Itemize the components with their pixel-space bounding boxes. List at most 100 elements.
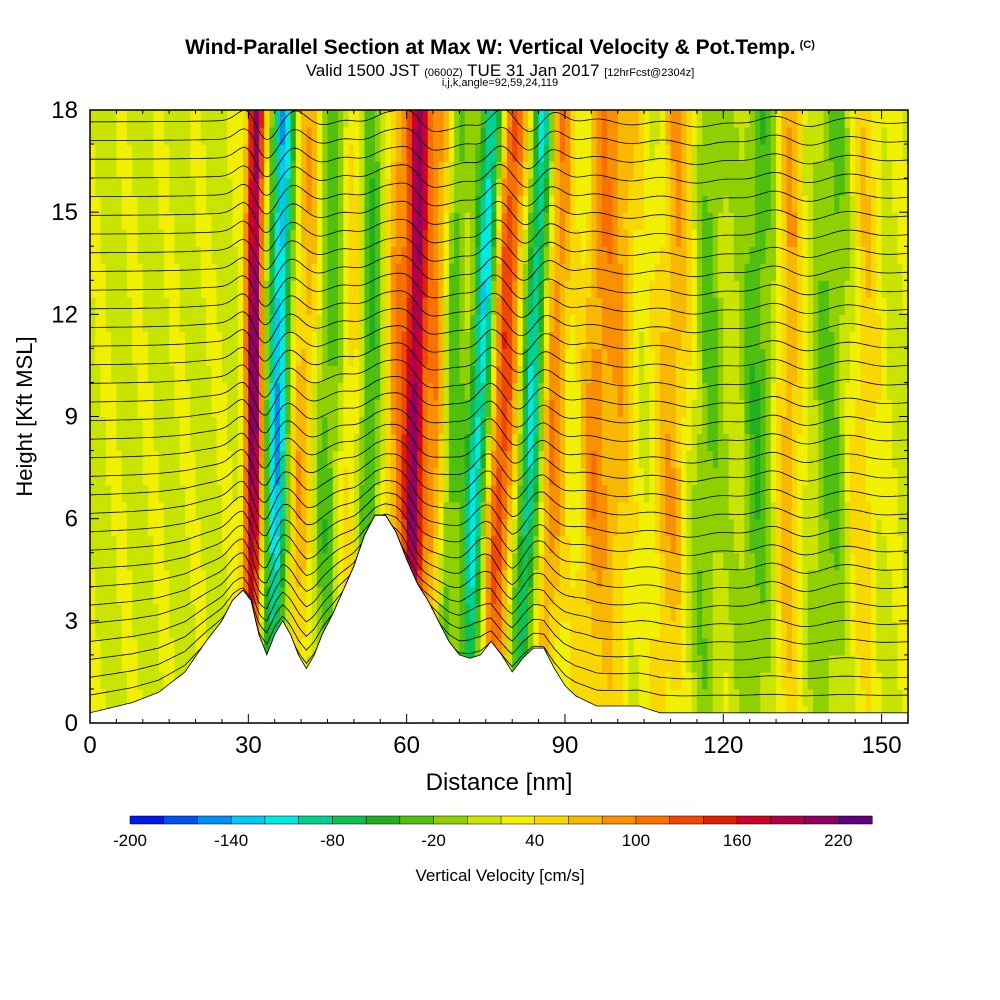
velocity-cell [760,246,767,264]
velocity-cell [174,195,181,213]
velocity-cell [496,416,503,435]
velocity-cell [248,552,255,571]
velocity-cell [871,365,877,384]
velocity-cell [723,348,730,367]
velocity-cell [517,314,524,332]
velocity-cell [855,195,862,213]
velocity-cell [564,263,571,281]
velocity-cell [754,450,761,469]
velocity-cell [813,535,819,554]
velocity-cell [121,229,128,247]
velocity-cell [823,212,830,230]
velocity-cell [781,331,788,349]
velocity-cell [95,586,102,605]
velocity-cell [411,212,418,230]
chart-subtitle: Valid 1500 JST (0600Z) TUE 31 Jan 2017 [… [0,61,1000,81]
velocity-cell [90,178,96,196]
velocity-cell [459,535,466,554]
velocity-cell [243,501,249,520]
velocity-cell [491,365,497,384]
velocity-cell [184,348,191,367]
velocity-cell [675,178,682,196]
velocity-field [90,110,909,724]
velocity-cell [480,246,487,264]
velocity-cell [443,246,450,264]
velocity-cell [760,450,767,469]
velocity-cell [528,263,534,281]
velocity-cell [633,654,640,673]
velocity-cell [586,212,592,230]
velocity-cell [702,331,709,349]
velocity-cell [855,450,862,469]
velocity-cell [670,280,677,298]
velocity-cell [828,399,835,418]
velocity-cell [496,518,503,537]
velocity-cell [902,467,909,486]
velocity-cell [828,212,835,230]
velocity-cell [754,535,761,554]
velocity-cell [316,416,323,435]
velocity-cell [844,620,851,639]
velocity-cell [385,365,392,384]
velocity-cell [258,348,265,367]
velocity-cell [733,365,740,384]
velocity-cell [359,467,366,486]
velocity-cell [269,382,276,401]
velocity-cell [871,654,877,673]
velocity-cell [95,212,102,230]
velocity-cell [380,212,387,230]
velocity-cell [301,195,307,213]
velocity-cell [860,280,867,298]
velocity-cell [839,212,846,230]
velocity-cell [601,671,608,690]
velocity-cell [797,484,804,503]
velocity-cell [322,501,329,520]
velocity-cell [902,433,909,452]
velocity-cell [649,229,656,247]
velocity-cell [290,484,297,503]
velocity-cell [834,314,840,332]
velocity-cell [559,416,566,435]
velocity-cell [438,280,445,298]
velocity-cell [591,688,598,707]
velocity-cell [348,433,355,452]
velocity-cell [512,229,519,247]
velocity-cell [163,433,170,452]
velocity-cell [865,586,872,605]
velocity-cell [243,365,249,384]
velocity-cell [871,535,877,554]
velocity-cell [686,178,693,196]
velocity-cell [364,467,371,486]
velocity-cell [279,518,286,537]
velocity-cell [496,603,503,622]
velocity-cell [628,297,635,315]
velocity-cell [776,263,782,281]
velocity-cell [290,246,297,264]
velocity-cell [849,365,856,384]
velocity-cell [549,501,556,520]
velocity-cell [374,484,381,503]
velocity-cell [285,280,292,298]
velocity-cell [849,178,856,196]
velocity-cell [686,263,693,281]
velocity-cell [517,348,524,367]
velocity-cell [543,229,550,247]
velocity-cell [311,484,318,503]
velocity-cell [670,518,677,537]
velocity-cell [675,450,682,469]
velocity-cell [897,280,904,298]
velocity-cell [723,212,730,230]
velocity-cell [200,484,207,503]
velocity-cell [839,331,846,349]
velocity-cell [411,467,418,486]
velocity-cell [105,297,112,315]
velocity-cell [264,331,271,349]
velocity-cell [607,535,614,554]
velocity-cell [248,178,255,196]
velocity-cell [438,552,445,571]
velocity-cell [174,365,181,384]
velocity-cell [871,484,877,503]
velocity-cell [248,195,255,213]
velocity-cell [95,229,102,247]
velocity-cell [211,297,218,315]
